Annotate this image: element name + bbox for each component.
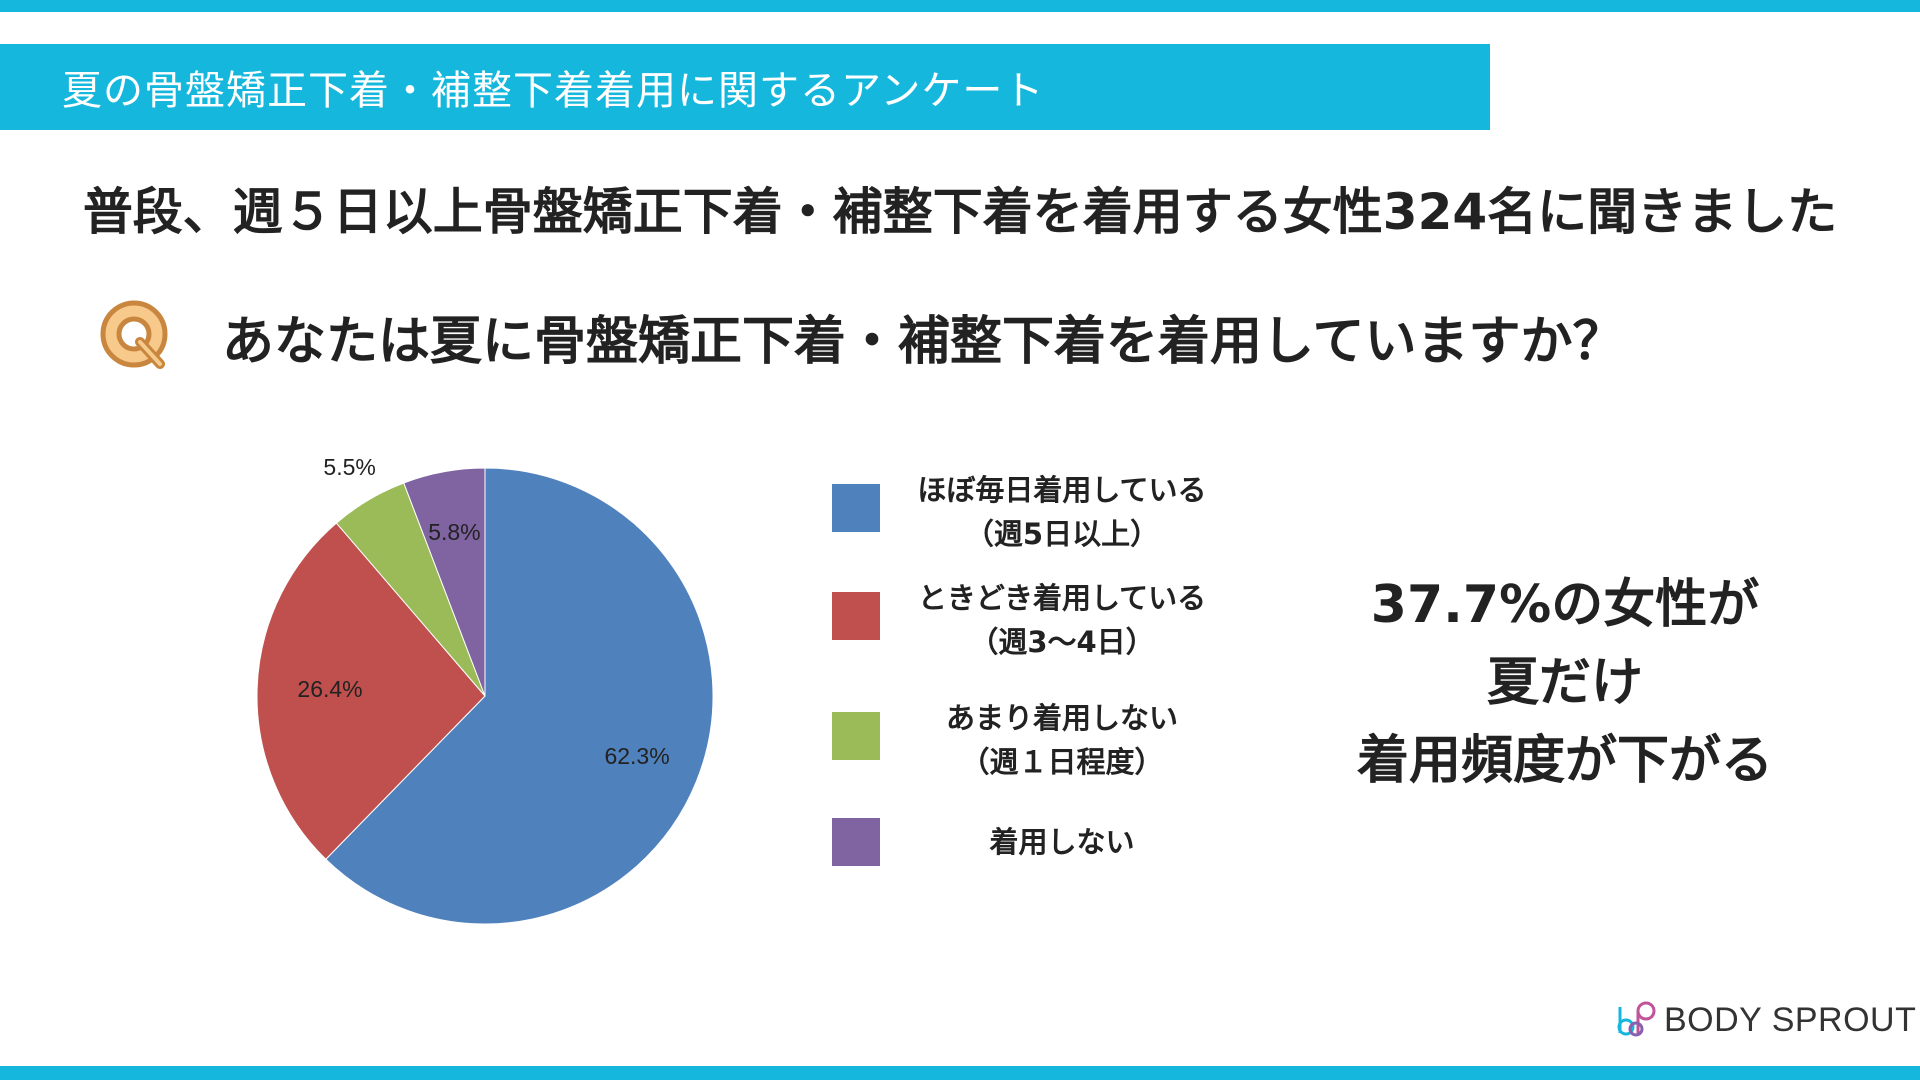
header-band: 夏の骨盤矯正下着・補整下着着用に関するアンケート — [0, 44, 1490, 130]
legend-swatch — [832, 484, 880, 532]
brand-name: BODY SPROUT — [1664, 1000, 1917, 1039]
body-sprout-logo-icon — [1617, 1001, 1656, 1037]
legend-swatch — [832, 592, 880, 640]
survey-title: 夏の骨盤矯正下着・補整下着着用に関するアンケート — [62, 68, 1045, 114]
legend-label-main: 着用しない — [989, 825, 1135, 859]
legend-label: あまり着用しない （週１日程度） — [892, 696, 1232, 784]
callout-line: 37.7%の女性が — [1370, 575, 1760, 635]
top-accent-bar — [0, 0, 1920, 12]
callout-line: 着用頻度が下がる — [1356, 731, 1773, 791]
brand: BODY SPROUT — [1612, 996, 1916, 1044]
pie-slice-label: 5.8% — [428, 519, 480, 545]
bottom-accent-bar — [0, 1066, 1920, 1080]
q-badge-icon — [100, 300, 168, 369]
legend-label-sub: （週１日程度） — [960, 745, 1164, 779]
question-row: あなたは夏に骨盤矯正下着・補整下着を着用していますか？ — [96, 296, 1624, 376]
pie-slice-label: 26.4% — [297, 676, 362, 702]
survey-subtitle: 普段、週５日以上骨盤矯正下着・補整下着を着用する女性324名に聞きました — [82, 183, 1838, 241]
legend-label: ほぼ毎日着用している （週5日以上） — [892, 468, 1232, 556]
pie-slice-label: 5.5% — [323, 454, 375, 480]
pie-slice — [403, 467, 486, 697]
legend-label-main: ときどき着用している — [917, 581, 1207, 615]
legend-label-sub: （週5日以上） — [964, 517, 1160, 551]
legend-label: 着用しない — [892, 820, 1232, 864]
result-callout: 37.7%の女性が 夏だけ 着用頻度が下がる — [1320, 566, 1810, 800]
pie-slice — [256, 522, 486, 860]
pie-slice — [325, 467, 714, 925]
legend-label-sub: （週3〜4日） — [969, 625, 1155, 659]
legend-label: ときどき着用している （週3〜4日） — [892, 576, 1232, 664]
legend-swatch — [832, 818, 880, 866]
legend-label-main: あまり着用しない — [945, 701, 1178, 735]
legend-swatch — [832, 712, 880, 760]
legend-label-main: ほぼ毎日着用している — [917, 473, 1207, 507]
callout-line: 夏だけ — [1486, 653, 1643, 713]
pie-slice-label: 62.3% — [604, 743, 669, 769]
question-text: あなたは夏に骨盤矯正下着・補整下着を着用していますか？ — [222, 311, 1625, 372]
